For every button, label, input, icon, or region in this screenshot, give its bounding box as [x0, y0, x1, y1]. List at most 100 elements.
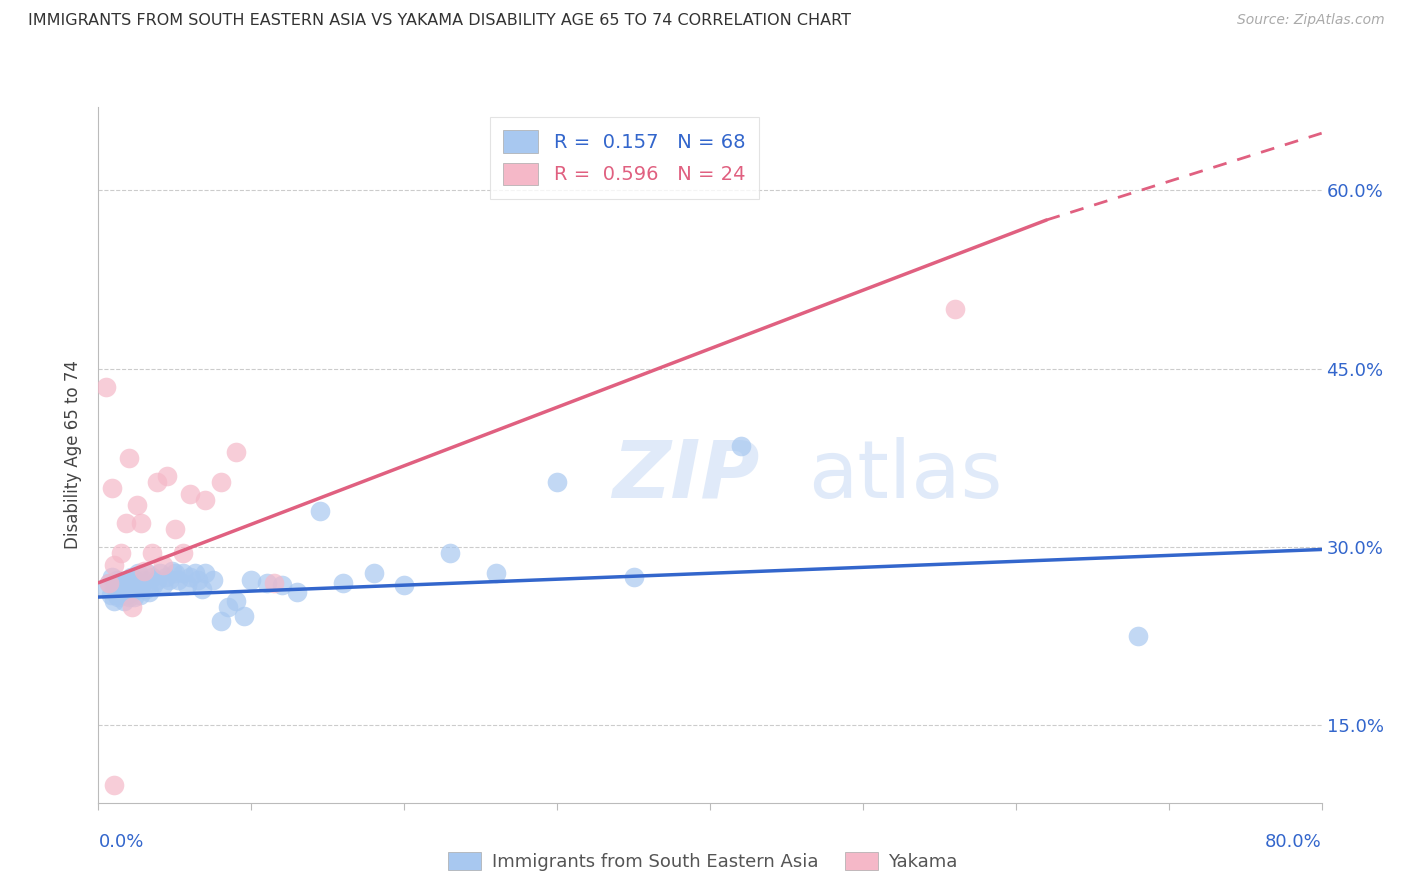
Point — [125, 499, 148, 513]
Point — [179, 486, 201, 500]
Point — [149, 566, 172, 581]
Point — [184, 566, 207, 581]
Point — [179, 570, 201, 584]
Point — [120, 570, 142, 584]
Point — [157, 574, 180, 588]
Point — [163, 522, 186, 536]
Point — [209, 475, 232, 489]
Point — [142, 578, 165, 592]
Point — [118, 590, 141, 604]
Point — [127, 566, 149, 581]
Point — [111, 578, 134, 592]
Point — [194, 566, 217, 581]
Point — [115, 588, 138, 602]
Point — [105, 574, 128, 588]
Point — [138, 585, 160, 599]
Point — [103, 578, 125, 592]
Point — [943, 302, 966, 317]
Point — [263, 575, 285, 590]
Point — [134, 574, 156, 588]
Point — [623, 570, 645, 584]
Point — [118, 450, 141, 465]
Point — [172, 566, 194, 581]
Point — [117, 582, 139, 596]
Point — [194, 492, 217, 507]
Point — [155, 570, 177, 584]
Point — [100, 588, 122, 602]
Point — [101, 570, 124, 584]
Point — [107, 590, 129, 604]
Point — [94, 582, 117, 596]
Point — [392, 578, 416, 592]
Point — [103, 778, 125, 792]
Point — [94, 379, 117, 393]
Point — [730, 439, 752, 453]
Point — [160, 564, 183, 578]
Point — [115, 516, 138, 531]
Point — [285, 585, 308, 599]
Point — [129, 578, 152, 592]
Point — [167, 574, 190, 588]
Point — [141, 546, 163, 560]
Point — [1128, 629, 1150, 643]
Legend: R =  0.157   N = 68, R =  0.596   N = 24: R = 0.157 N = 68, R = 0.596 N = 24 — [489, 117, 759, 199]
Point — [121, 578, 143, 592]
Point — [122, 590, 145, 604]
Y-axis label: Disability Age 65 to 74: Disability Age 65 to 74 — [65, 360, 83, 549]
Text: atlas: atlas — [808, 437, 1002, 515]
Point — [98, 575, 121, 590]
Point — [240, 574, 263, 588]
Point — [485, 566, 508, 581]
Point — [107, 582, 129, 596]
Point — [232, 609, 254, 624]
Point — [103, 593, 125, 607]
Point — [546, 475, 568, 489]
Point — [187, 574, 209, 588]
Point — [191, 582, 214, 596]
Point — [225, 593, 247, 607]
Point — [332, 575, 354, 590]
Text: 0.0%: 0.0% — [98, 832, 143, 851]
Point — [152, 578, 174, 592]
Point — [101, 481, 124, 495]
Point — [209, 614, 232, 628]
Point — [136, 566, 159, 581]
Point — [134, 564, 156, 578]
Point — [129, 516, 152, 531]
Point — [121, 599, 143, 614]
Point — [309, 504, 332, 518]
Point — [118, 575, 141, 590]
Point — [163, 566, 186, 581]
Point — [141, 570, 163, 584]
Point — [270, 578, 292, 592]
Point — [110, 585, 132, 599]
Point — [202, 574, 225, 588]
Point — [225, 445, 247, 459]
Point — [110, 546, 132, 560]
Point — [115, 574, 138, 588]
Legend: Immigrants from South Eastern Asia, Yakama: Immigrants from South Eastern Asia, Yaka… — [441, 845, 965, 879]
Text: 80.0%: 80.0% — [1265, 832, 1322, 851]
Point — [105, 588, 128, 602]
Text: ZIP: ZIP — [612, 437, 759, 515]
Point — [156, 468, 179, 483]
Point — [124, 574, 146, 588]
Point — [256, 575, 278, 590]
Point — [145, 574, 167, 588]
Point — [145, 475, 167, 489]
Point — [98, 575, 121, 590]
Point — [121, 585, 143, 599]
Point — [128, 588, 150, 602]
Text: IMMIGRANTS FROM SOUTH EASTERN ASIA VS YAKAMA DISABILITY AGE 65 TO 74 CORRELATION: IMMIGRANTS FROM SOUTH EASTERN ASIA VS YA… — [28, 13, 851, 29]
Point — [217, 599, 239, 614]
Point — [110, 575, 132, 590]
Text: Source: ZipAtlas.com: Source: ZipAtlas.com — [1237, 13, 1385, 28]
Point — [112, 593, 135, 607]
Point — [152, 558, 174, 572]
Point — [103, 558, 125, 572]
Point — [363, 566, 385, 581]
Point — [172, 546, 194, 560]
Point — [439, 546, 461, 560]
Point — [125, 582, 148, 596]
Point — [135, 582, 157, 596]
